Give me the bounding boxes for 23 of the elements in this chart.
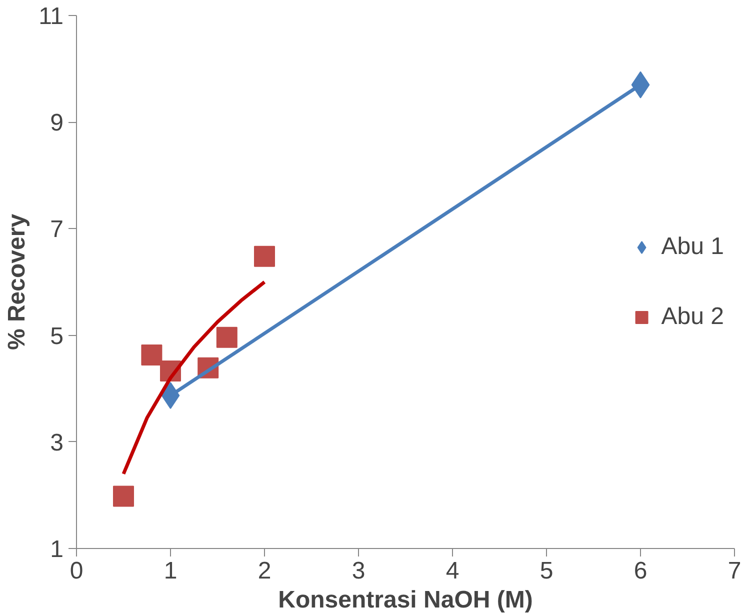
x-tick-label: 6 [634, 558, 648, 584]
x-tick-label: 2 [258, 558, 272, 584]
y-tick-label: 3 [50, 429, 64, 456]
line-series [122, 280, 266, 476]
legend-label: Abu 1 [661, 232, 724, 260]
x-tick-label: 5 [540, 558, 554, 584]
y-tick-label: 5 [50, 322, 64, 350]
legend-label: Abu 2 [661, 302, 724, 330]
point [254, 246, 275, 267]
x-tick-label: 0 [70, 558, 84, 584]
point [113, 486, 134, 507]
x-tick-label: 7 [728, 558, 742, 584]
y-axis-title: % Recovery [4, 213, 31, 350]
y-tick-label: 9 [50, 110, 64, 137]
y-tick-label: 1 [50, 536, 64, 563]
y-tick-label: 11 [38, 3, 64, 30]
point [141, 344, 162, 366]
point [216, 326, 238, 348]
x-tick-label: 1 [164, 558, 178, 584]
x-tick-label: 4 [446, 558, 460, 584]
x-axis-title: Konsentrasi NaOH (M) [278, 586, 533, 614]
y-tick-label: 7 [50, 216, 64, 244]
x-tick-label: 3 [352, 558, 366, 584]
